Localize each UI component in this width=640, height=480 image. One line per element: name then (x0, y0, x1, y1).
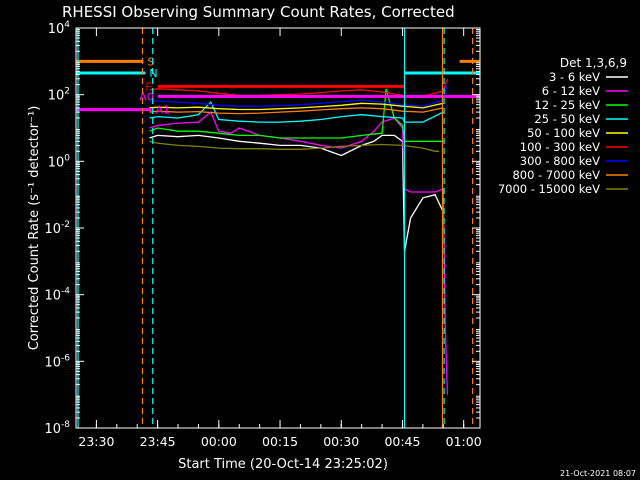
legend-entry-label-4: 50 - 100 keV (527, 126, 600, 140)
x-tick-label-0: 23:30 (78, 434, 114, 449)
flag-label-0: S (147, 55, 154, 68)
axis-layer: 23:30 23:45 00:00 00:15 00:30 00:45 01:00 104 10… (44, 20, 481, 449)
flag-label-1: N (149, 67, 157, 80)
series-line-2 (149, 88, 444, 142)
legend-entry-label-6: 300 - 800 keV (520, 154, 600, 168)
y-tick-label-0: 104 (48, 20, 71, 37)
x-axis-label: Start Time (20-Oct-14 23:25:02) (178, 457, 388, 472)
legend-entry-label-0: 3 - 6 keV (549, 70, 600, 84)
legend-entry-label-7: 800 - 7000 keV (512, 168, 600, 182)
x-tick-label-1: 23:45 (140, 434, 176, 449)
legend-title: Det 1,3,6,9 (560, 56, 627, 70)
x-tick-label-2: 00:00 (201, 434, 237, 449)
series-line-7 (149, 107, 444, 115)
series-layer (149, 78, 449, 395)
legend-entry-label-5: 100 - 300 keV (520, 140, 600, 154)
flag-label-3: A0 (139, 90, 154, 103)
y-tick-label-6: 10-8 (44, 420, 70, 437)
y-tick-label-2: 100 (48, 153, 71, 170)
legend-entry-label-8: 7000 - 15000 keV (498, 182, 600, 196)
legend-entry-label-1: 6 - 12 keV (542, 84, 600, 98)
date-stamp: 21-Oct-2021 08:07 (560, 469, 636, 478)
series-line-3 (149, 100, 444, 123)
y-tick-label-3: 10-2 (44, 220, 70, 237)
x-tick-label-6: 01:00 (446, 434, 482, 449)
series-line-8 (149, 140, 440, 152)
x-tick-label-5: 00:45 (384, 434, 420, 449)
chart-title: RHESSI Observing Summary Count Rates, Co… (62, 3, 455, 21)
x-tick-label-3: 00:15 (262, 434, 298, 449)
flag-label-4: A1 (156, 104, 171, 117)
legend-entry-label-3: 25 - 50 keV (534, 112, 600, 126)
y-tick-label-4: 10-4 (44, 287, 70, 304)
y-axis-label: Corrected Count Rate (s⁻¹ detector⁻¹) (27, 106, 42, 351)
series-line-0 (149, 134, 444, 252)
series-line-4 (149, 102, 444, 111)
y-tick-label-5: 10-6 (44, 353, 70, 370)
series-line-6 (149, 84, 449, 107)
flag-label-2: F (145, 80, 151, 93)
legend-entry-label-2: 12 - 25 keV (534, 98, 600, 112)
y-tick-label-1: 102 (48, 87, 70, 104)
x-tick-label-4: 00:30 (323, 434, 359, 449)
